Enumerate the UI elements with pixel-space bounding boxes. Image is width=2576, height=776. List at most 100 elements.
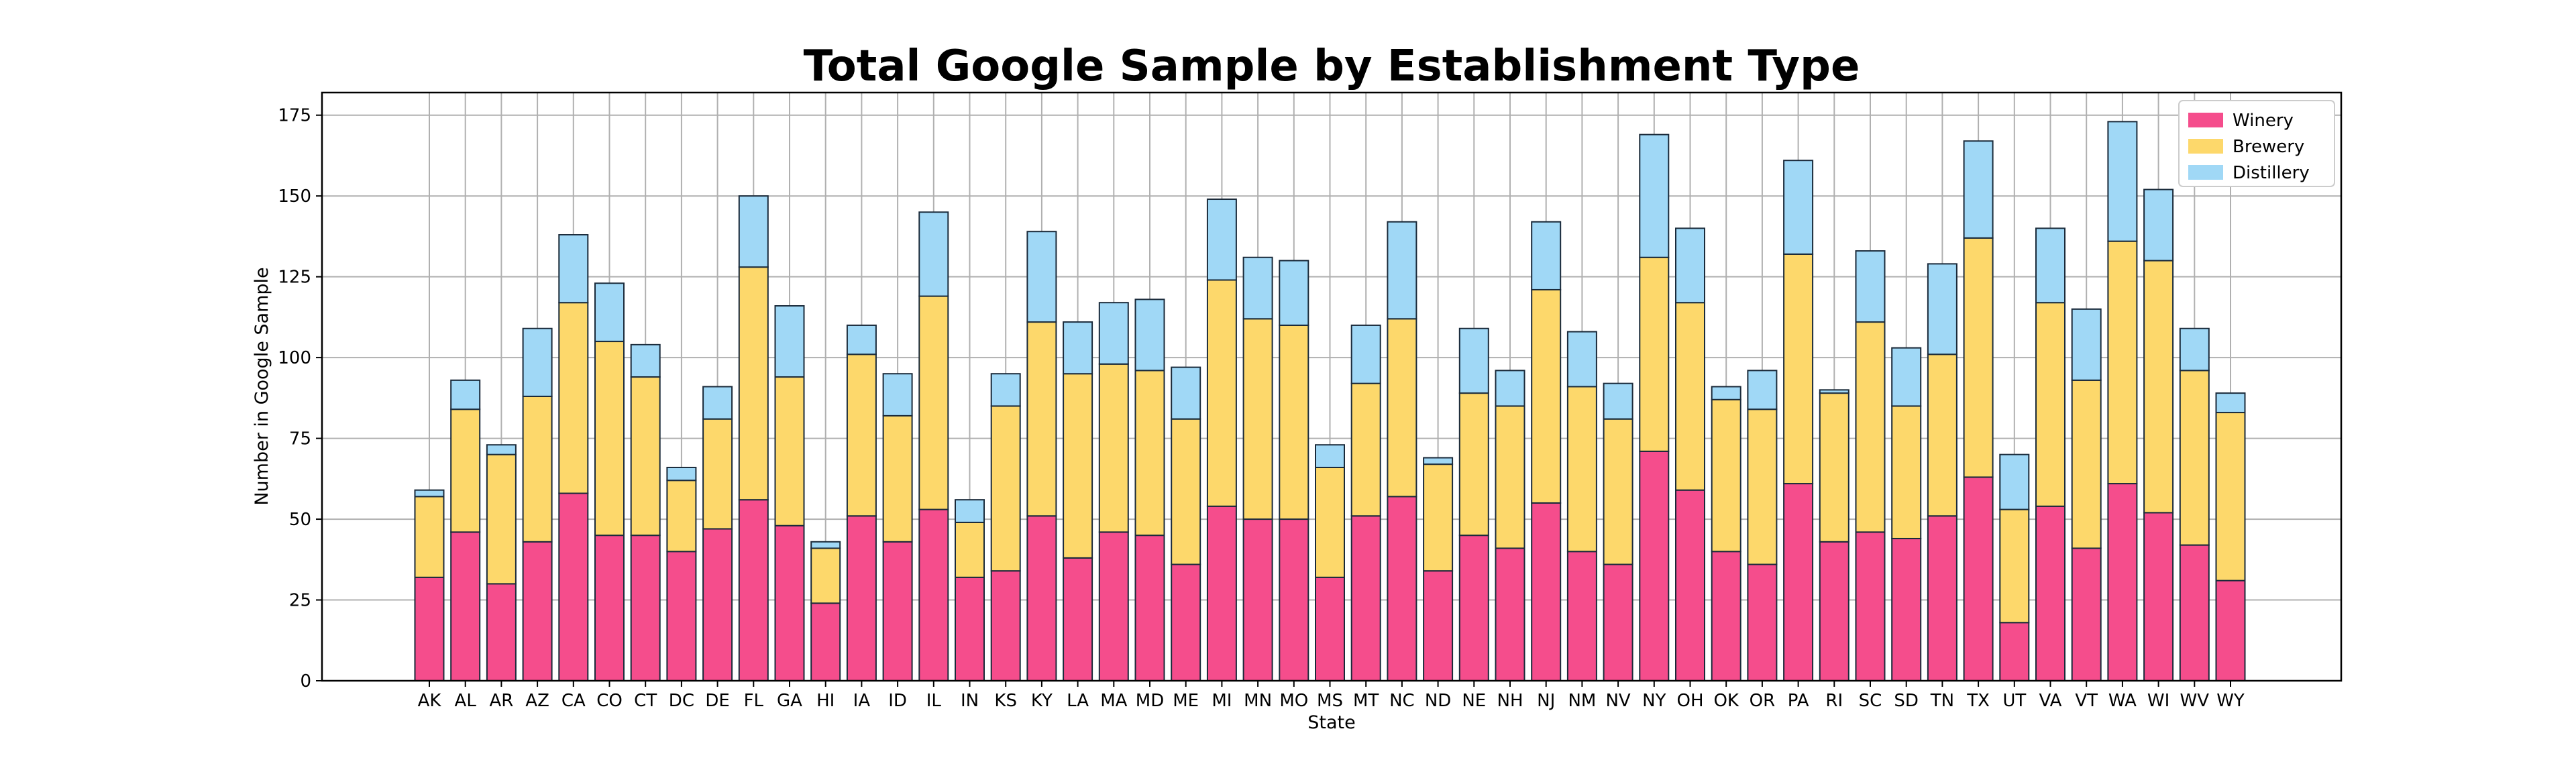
x-tick-label: RI xyxy=(1825,691,1843,711)
bar-winery-wv xyxy=(2179,544,2210,681)
bar-brewery-ny xyxy=(1639,256,1670,452)
legend: Winery Brewery Distillery xyxy=(2178,100,2335,187)
bar-distillery-ks xyxy=(990,373,1021,407)
x-tick-label: UT xyxy=(2002,691,2026,711)
bar-winery-nc xyxy=(1387,496,1417,681)
bar-brewery-ky xyxy=(1026,321,1057,517)
bar-distillery-nm xyxy=(1566,331,1597,388)
bar-brewery-ct xyxy=(630,376,661,537)
bar-distillery-wi xyxy=(2143,188,2174,262)
x-tick-label: MS xyxy=(1317,691,1343,711)
x-tick-label: VT xyxy=(2075,691,2098,711)
x-tick-label: IA xyxy=(853,691,871,711)
bar-winery-ak xyxy=(414,576,445,681)
chart-title: Total Google Sample by Establishment Typ… xyxy=(804,42,1860,91)
bar-brewery-ok xyxy=(1711,398,1741,553)
bar-winery-nd xyxy=(1423,570,1454,682)
y-tick-label: 25 xyxy=(289,591,311,611)
x-tick-label: WA xyxy=(2108,691,2137,711)
x-tick-label: WV xyxy=(2180,691,2210,711)
y-tick-label: 100 xyxy=(278,348,311,368)
bar-brewery-ut xyxy=(1999,508,2030,624)
bar-winery-ar xyxy=(486,583,517,682)
bar-brewery-nv xyxy=(1603,418,1633,565)
bar-brewery-al xyxy=(450,408,481,533)
bar-winery-nh xyxy=(1495,547,1525,682)
x-tick-label: ID xyxy=(888,691,907,711)
x-tick-label: AL xyxy=(455,691,477,711)
bar-brewery-mn xyxy=(1242,318,1273,520)
x-tick-label: NC xyxy=(1389,691,1415,711)
bar-distillery-al xyxy=(450,379,481,410)
x-tick-label: MD xyxy=(1136,691,1164,711)
bar-winery-fl xyxy=(738,499,769,682)
bar-distillery-ca xyxy=(558,234,589,304)
x-tick-label: ME xyxy=(1173,691,1199,711)
bar-distillery-sd xyxy=(1891,347,1922,407)
bars xyxy=(414,121,2246,682)
x-tick-label: TN xyxy=(1930,691,1954,711)
bar-brewery-dc xyxy=(666,480,697,553)
bar-brewery-sc xyxy=(1855,321,1886,533)
x-tick-label: OH xyxy=(1676,691,1703,711)
bar-distillery-ri xyxy=(1819,389,1849,394)
bar-brewery-az xyxy=(522,395,553,543)
bar-winery-ny xyxy=(1639,450,1670,681)
bar-brewery-ri xyxy=(1819,392,1849,543)
x-tick-label: MI xyxy=(1212,691,1232,711)
x-tick-label: NJ xyxy=(1537,691,1555,711)
bar-winery-ks xyxy=(990,570,1021,682)
bar-distillery-nc xyxy=(1387,221,1417,320)
bar-winery-ga xyxy=(774,524,805,682)
x-tick-label: CO xyxy=(596,691,623,711)
bar-winery-nv xyxy=(1603,563,1633,681)
bar-distillery-ct xyxy=(630,343,661,378)
x-tick-label: MO xyxy=(1279,691,1308,711)
bar-winery-il xyxy=(918,508,949,681)
bar-winery-or xyxy=(1747,563,1778,681)
bar-brewery-mi xyxy=(1206,279,1237,507)
bar-distillery-ny xyxy=(1639,133,1670,258)
x-tick-label: ND xyxy=(1425,691,1451,711)
bar-brewery-il xyxy=(918,295,949,510)
legend-swatch-winery xyxy=(2188,113,2223,127)
bar-brewery-vt xyxy=(2071,379,2102,549)
bar-brewery-oh xyxy=(1675,302,1705,491)
y-tick-label: 50 xyxy=(289,510,311,530)
bar-brewery-ca xyxy=(558,302,589,494)
y-tick-label: 75 xyxy=(289,429,311,449)
bar-brewery-nc xyxy=(1387,318,1417,498)
bar-distillery-hi xyxy=(810,541,841,549)
bar-distillery-ky xyxy=(1026,231,1057,323)
bar-brewery-ms xyxy=(1315,466,1345,578)
bar-brewery-me xyxy=(1171,418,1201,565)
x-tick-label: CT xyxy=(634,691,657,711)
bar-distillery-ma xyxy=(1098,302,1129,365)
x-tick-label: GA xyxy=(777,691,802,711)
bar-distillery-ia xyxy=(846,324,877,355)
bar-distillery-nv xyxy=(1603,382,1633,420)
bar-brewery-ne xyxy=(1458,392,1489,537)
bar-winery-ct xyxy=(630,535,661,682)
bar-brewery-in xyxy=(955,521,985,578)
bar-distillery-az xyxy=(522,327,553,397)
x-tick-label: TX xyxy=(1966,691,1990,711)
bar-winery-wy xyxy=(2215,579,2246,681)
bar-distillery-ga xyxy=(774,305,805,378)
x-tick-label: KS xyxy=(994,691,1017,711)
axis-ticks: AK AL AR AZ CA CO CT DC DE FL GA HI IA ID IL IN KS KY LA MA… xyxy=(278,106,2245,711)
x-tick-label: NV xyxy=(1605,691,1630,711)
x-tick-label: AZ xyxy=(525,691,549,711)
bar-brewery-nm xyxy=(1566,386,1597,553)
bar-brewery-nj xyxy=(1531,288,1562,504)
x-tick-label: OR xyxy=(1750,691,1776,711)
bar-winery-hi xyxy=(810,602,841,681)
bar-distillery-vt xyxy=(2071,308,2102,381)
bar-winery-oh xyxy=(1675,489,1705,681)
legend-label-brewery: Brewery xyxy=(2233,137,2304,157)
bar-distillery-ut xyxy=(1999,453,2030,510)
bar-distillery-dc xyxy=(666,466,697,482)
bar-distillery-me xyxy=(1171,366,1201,420)
legend-label-distillery: Distillery xyxy=(2233,163,2310,183)
